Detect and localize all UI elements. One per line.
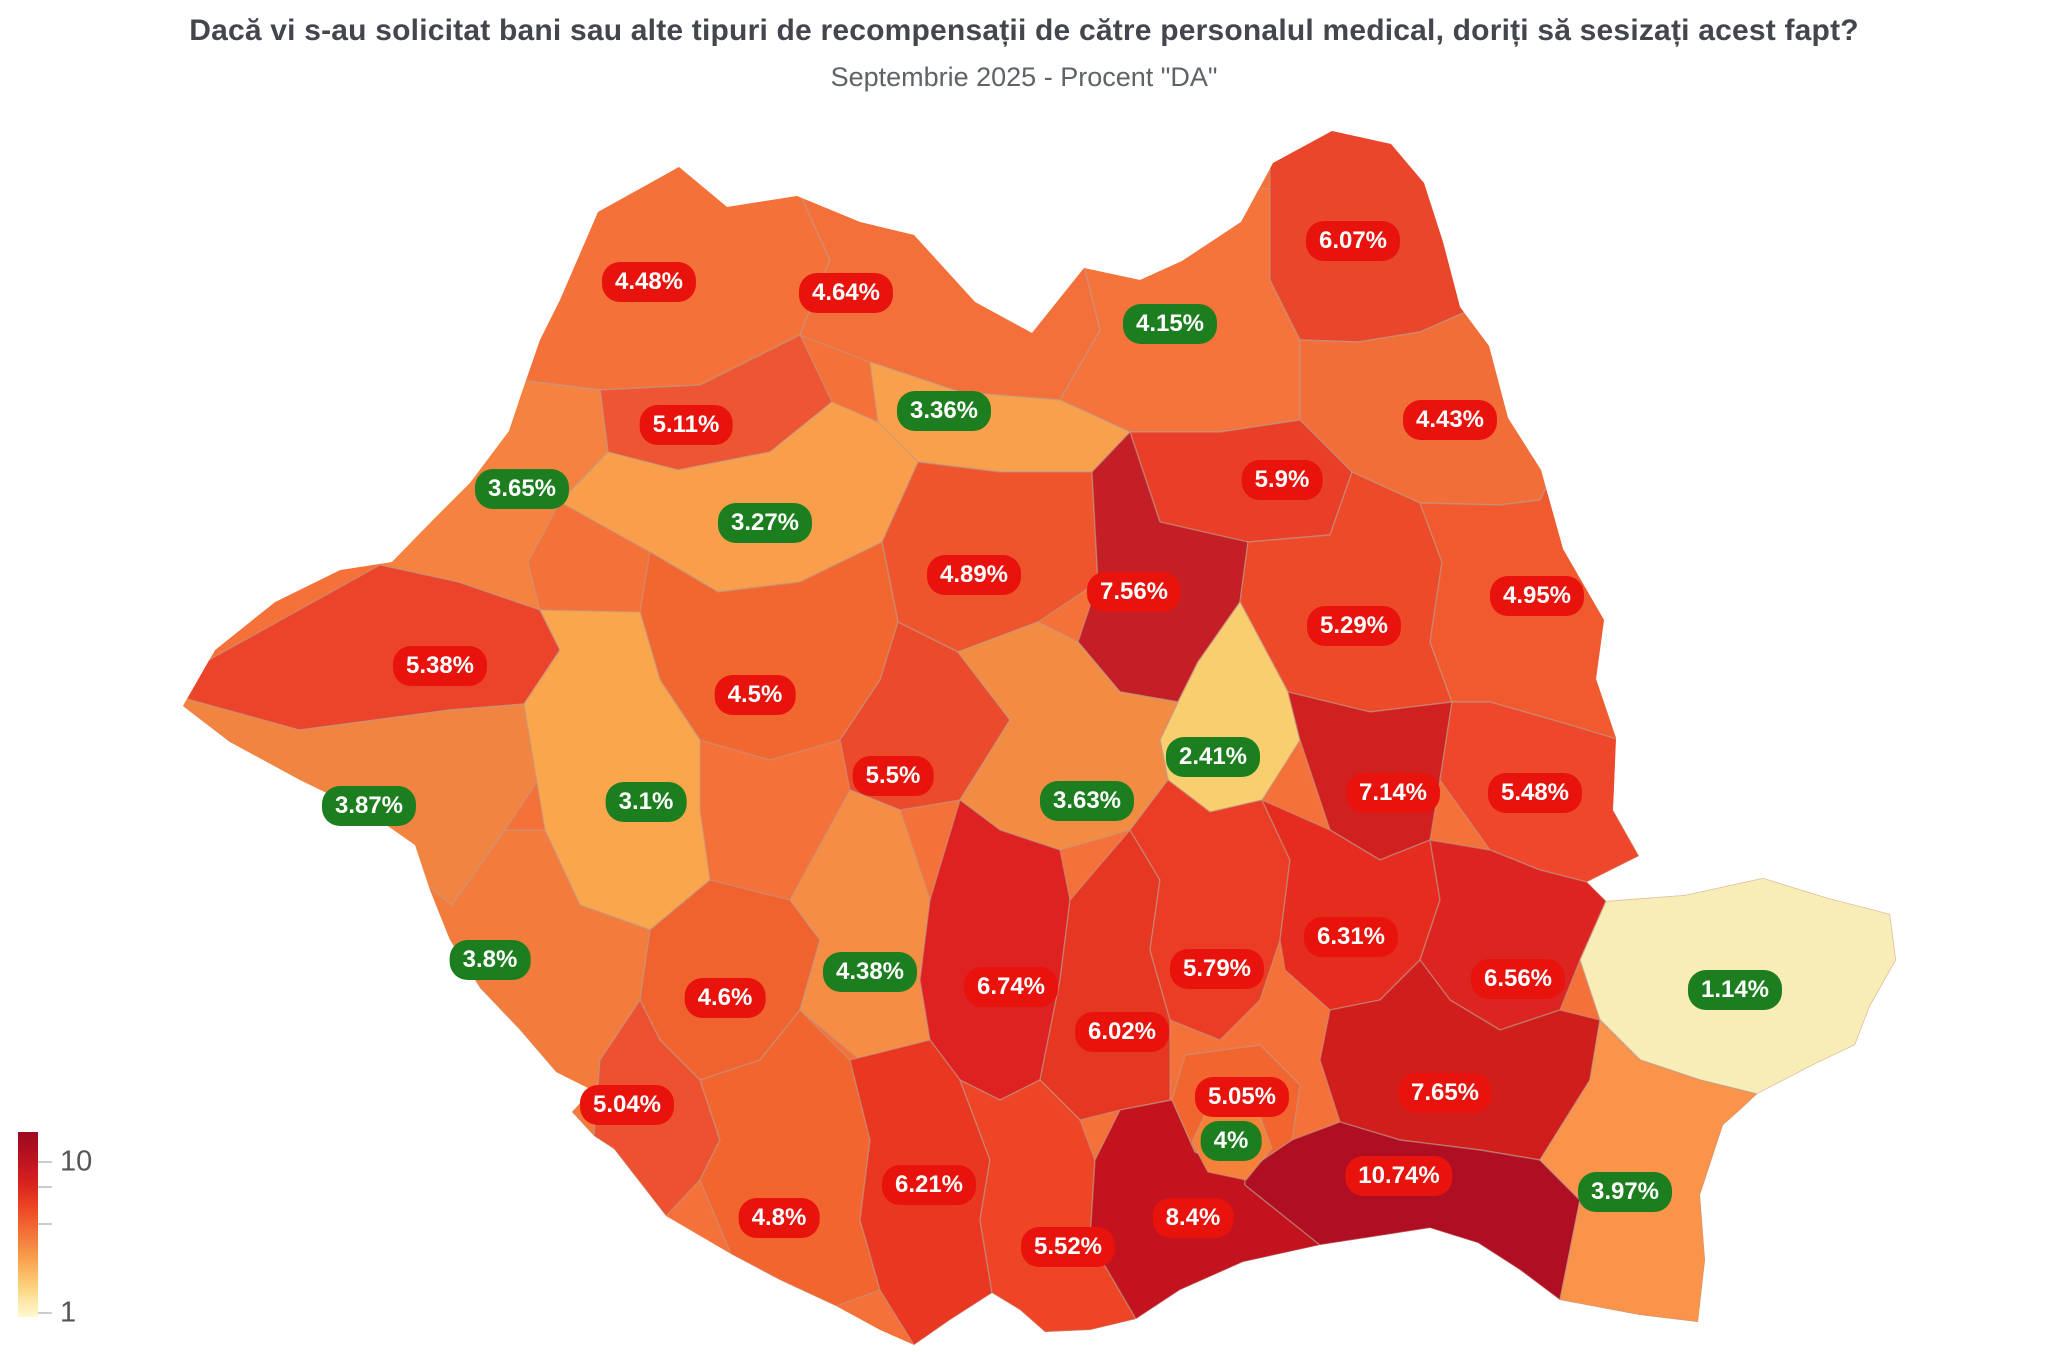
- value-badge-sb[interactable]: 5.5%: [852, 756, 934, 796]
- value-badge-cs[interactable]: 3.8%: [449, 940, 531, 980]
- value-badge-mm[interactable]: 4.64%: [798, 273, 894, 313]
- value-badge-bv[interactable]: 3.63%: [1039, 781, 1135, 821]
- page-title: Dacă vi s-au solicitat bani sau alte tip…: [189, 14, 1859, 47]
- legend-tick: [38, 1311, 52, 1314]
- value-badge-dj[interactable]: 4.8%: [738, 1198, 820, 1238]
- value-badge-mh[interactable]: 5.04%: [579, 1085, 675, 1125]
- value-badge-ct[interactable]: 3.97%: [1577, 1172, 1673, 1212]
- county-region-ct[interactable]: [1539, 1019, 1758, 1323]
- value-badge-vn[interactable]: 7.14%: [1345, 773, 1441, 813]
- value-badge-ph[interactable]: 5.79%: [1169, 949, 1265, 989]
- value-badge-b[interactable]: 4%: [1200, 1121, 1262, 1161]
- value-badge-tr[interactable]: 5.52%: [1020, 1227, 1116, 1267]
- value-badge-ar[interactable]: 5.38%: [392, 646, 488, 686]
- value-badge-bt[interactable]: 6.07%: [1305, 221, 1401, 261]
- legend-tick: [38, 1185, 52, 1188]
- value-badge-br[interactable]: 6.56%: [1470, 959, 1566, 999]
- value-badge-ot[interactable]: 6.21%: [881, 1165, 977, 1205]
- value-badge-vs[interactable]: 4.95%: [1489, 576, 1585, 616]
- value-badge-nt[interactable]: 5.9%: [1241, 460, 1323, 500]
- color-legend: 10 1: [18, 1132, 138, 1332]
- value-badge-cl[interactable]: 10.74%: [1345, 1156, 1453, 1196]
- value-badge-bh[interactable]: 3.65%: [474, 469, 570, 509]
- value-badge-bz[interactable]: 6.31%: [1303, 917, 1399, 957]
- county-region-sv[interactable]: [1059, 169, 1301, 433]
- value-badge-gl[interactable]: 5.48%: [1487, 773, 1583, 813]
- legend-label-1: 1: [60, 1296, 77, 1329]
- value-badge-is[interactable]: 4.43%: [1402, 400, 1498, 440]
- value-badge-hr[interactable]: 7.56%: [1086, 572, 1182, 612]
- legend-label-10: 10: [60, 1145, 93, 1178]
- value-badge-db[interactable]: 6.02%: [1074, 1012, 1170, 1052]
- legend-tick: [38, 1160, 52, 1163]
- value-badge-tl[interactable]: 1.14%: [1687, 970, 1783, 1010]
- value-badge-hd[interactable]: 3.1%: [605, 782, 687, 822]
- value-badge-ms[interactable]: 4.89%: [926, 555, 1022, 595]
- value-badge-if[interactable]: 5.05%: [1194, 1077, 1290, 1117]
- value-badge-gj[interactable]: 4.6%: [684, 978, 766, 1018]
- value-badge-ag[interactable]: 6.74%: [963, 967, 1059, 1007]
- page-subtitle: Septembrie 2025 - Procent "DA": [830, 62, 1218, 92]
- value-badge-sj[interactable]: 5.11%: [639, 405, 733, 445]
- value-badge-cv[interactable]: 2.41%: [1165, 737, 1261, 777]
- value-badge-cj[interactable]: 3.27%: [717, 503, 813, 543]
- value-badge-tm[interactable]: 3.87%: [321, 786, 417, 826]
- value-badge-sv[interactable]: 4.15%: [1122, 304, 1218, 344]
- county-region-cl[interactable]: [1244, 1121, 1581, 1301]
- legend-gradient-bar: [18, 1132, 38, 1317]
- legend-tick: [38, 1222, 52, 1225]
- value-badge-il[interactable]: 7.65%: [1397, 1073, 1493, 1113]
- value-badge-ab[interactable]: 4.5%: [714, 675, 796, 715]
- value-badge-sm[interactable]: 4.48%: [601, 262, 697, 302]
- value-badge-bc[interactable]: 5.29%: [1306, 606, 1402, 646]
- value-badge-vl[interactable]: 4.38%: [822, 952, 918, 992]
- value-badge-bn[interactable]: 3.36%: [896, 391, 992, 431]
- value-badge-gr[interactable]: 8.4%: [1152, 1198, 1234, 1238]
